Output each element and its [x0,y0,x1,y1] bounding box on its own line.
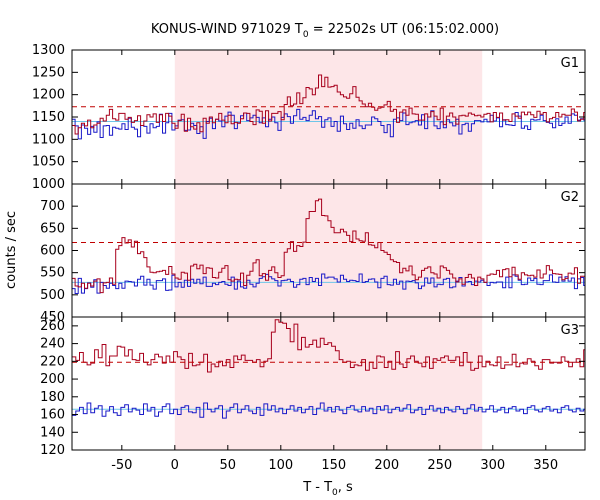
panel-g2: 450 500 550 600 650 700 G2 [40,183,586,325]
x-tick-label: 300 [480,458,505,473]
panel-frame [71,316,586,451]
y-tick-label: 1200 [32,88,65,103]
y-tick-label: 450 [40,310,65,325]
series-blue-g2 [72,273,585,294]
y-tick-label: 650 [40,221,65,236]
y-tick-label: 550 [40,266,65,281]
shaded-interval [174,50,483,450]
y-tick-label: 1100 [32,132,65,147]
panel-label: G2 [561,190,579,205]
panel-label: G1 [561,56,579,71]
y-tick-label: 600 [40,244,65,259]
y-tick-label: 240 [40,337,65,352]
y-tick-label: 1150 [32,110,65,125]
x-tick-label: 150 [321,458,346,473]
y-tick-label: 120 [40,443,65,458]
series-blue-g3 [72,402,585,419]
x-tick-label: 100 [268,458,293,473]
series-blue-g1 [72,108,585,140]
y-tick-label: 200 [40,372,65,387]
y-axis-label: counts / sec [4,211,19,289]
y-tick-label: 260 [40,319,65,334]
y-tick-label: 160 [40,408,65,423]
x-tick-label: 50 [220,458,237,473]
x-tick-label: 200 [374,458,399,473]
y-tick-label: 1000 [32,177,65,192]
y-tick-label: 700 [40,199,65,214]
y-tick-label: 500 [40,288,65,303]
x-tick-label: -50 [111,458,132,473]
chart-title: KONUS-WIND 971029 T0 = 22502s UT (06:15:… [151,22,499,40]
y-tick-label: 220 [40,354,65,369]
x-tick-label: 0 [171,458,179,473]
plot-layer: 1000105011001150120012501300G14505005506… [32,43,586,473]
series-red-g2 [72,198,585,294]
x-tick-label: 350 [533,458,558,473]
panel-g3: 120 140 160 180 200 220 240 260 -50 0 50 100 150 200 2… [40,316,586,473]
x-tick-label: 250 [427,458,452,473]
y-tick-label: 1050 [32,155,65,170]
y-tick-label: 140 [40,425,65,440]
x-axis-label: T - T0, s [302,480,353,498]
series-red-g1 [72,74,585,135]
y-tick-label: 1300 [32,43,65,58]
y-tick-label: 180 [40,390,65,405]
panel-label: G3 [561,323,579,338]
y-tick-label: 1250 [32,65,65,80]
